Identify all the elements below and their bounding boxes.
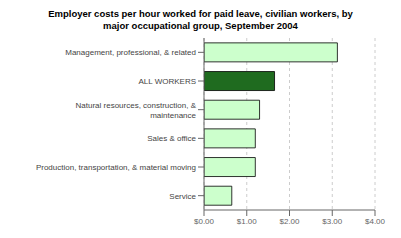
html-text:major occupational group, Sept: major occupational group, September 2004: [103, 20, 298, 31]
svg-text:$3.00: $3.00: [322, 217, 343, 226]
svg-text:Natural resources, constructio: Natural resources, construction, &mainte…: [76, 101, 197, 120]
svg-text:Sales & office: Sales & office: [147, 134, 196, 143]
svg-text:ALL WORKERS: ALL WORKERS: [139, 77, 197, 86]
html-text:Employer costs per hour worked: Employer costs per hour worked for paid …: [48, 8, 353, 19]
svg-text:$1.00: $1.00: [237, 217, 258, 226]
svg-text:Production, transportation, &: Production, transportation, & material m…: [36, 163, 196, 172]
svg-text:$0.00: $0.00: [194, 217, 215, 226]
svg-text:Service: Service: [169, 192, 196, 201]
svg-text:$4.00: $4.00: [365, 217, 386, 226]
svg-text:$2.00: $2.00: [279, 217, 300, 226]
svg-text:Management, professional, & re: Management, professional, & related: [65, 48, 196, 57]
